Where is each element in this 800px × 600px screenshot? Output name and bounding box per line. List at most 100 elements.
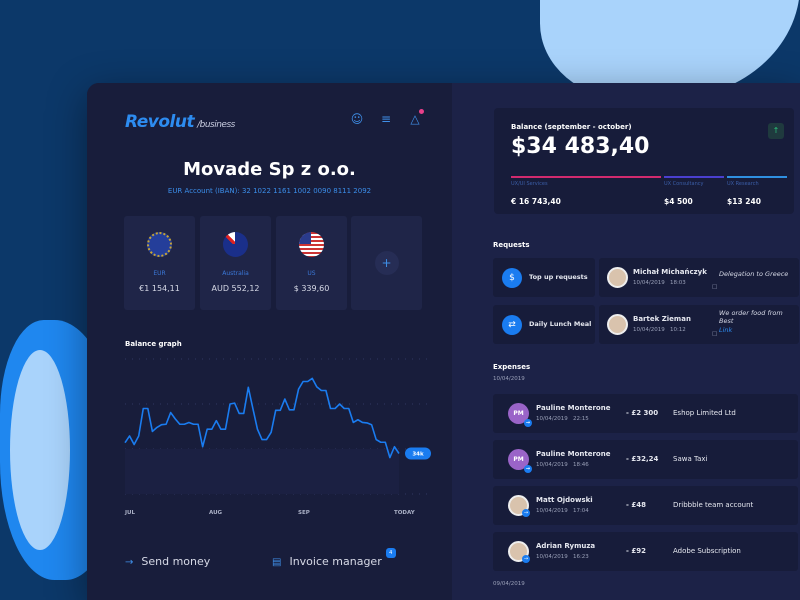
avatar: [607, 314, 628, 335]
decor-blob: [10, 350, 70, 550]
balance-amount: $34 483,40: [511, 134, 650, 159]
transfer-icon: →: [522, 555, 530, 563]
comment-icon: □: [712, 331, 718, 337]
requester-name: Michał Michańczyk: [633, 268, 707, 276]
currency-card-aud[interactable]: Australia AUD 552,12: [200, 216, 271, 310]
balance-line: [124, 377, 400, 459]
expense-datetime: 10/04/2019 16:23: [536, 554, 589, 560]
expense-amount: - £92: [626, 547, 646, 555]
expense-row[interactable]: → Matt Ojdowski 10/04/2019 17:04 - £48 D…: [493, 486, 798, 525]
expense-amount: - £2 300: [626, 409, 659, 417]
transfer-icon: →: [524, 465, 532, 473]
transfer-icon: →: [524, 419, 532, 427]
comment-icon: □: [712, 284, 718, 290]
transfer-icon: ⇄: [502, 315, 522, 335]
invoice-icon: ▤: [272, 557, 282, 568]
segment-value: $13 240: [727, 197, 761, 206]
trend-up-icon[interactable]: ↑: [768, 123, 784, 139]
currency-amount: €1 154,11: [139, 284, 180, 293]
company-name: Movade Sp z o.o.: [183, 159, 356, 180]
balance-chart: 34k: [124, 358, 431, 495]
expense-name: Pauline Monterone: [536, 450, 611, 458]
balance-card: Balance (september - october) $34 483,40…: [494, 108, 794, 214]
expense-datetime: 10/04/2019 17:04: [536, 508, 589, 514]
segment-value: € 16 743,40: [511, 197, 561, 206]
request-type-card[interactable]: ⇄ Daily Lunch Meal: [493, 305, 595, 344]
currency-label: US: [307, 270, 316, 277]
request-datetime: 10/04/2019 10:12: [633, 327, 686, 333]
notification-dot: [419, 109, 424, 114]
eu-flag-icon: [147, 232, 172, 257]
expense-row[interactable]: PM → Pauline Monterone 10/04/2019 18:46 -…: [493, 440, 798, 479]
segment-bar: [664, 176, 724, 178]
balance-title: Balance (september - october): [511, 123, 632, 131]
expense-name: Pauline Monterone: [536, 404, 611, 412]
expense-name: Adrian Rymuza: [536, 542, 596, 550]
expenses-title: Expenses: [493, 363, 531, 371]
request-note: Delegation to Greece: [719, 270, 789, 278]
currency-card-usd[interactable]: US $ 339,60: [276, 216, 347, 310]
request-type-card[interactable]: $ Top up requests: [493, 258, 595, 297]
expense-merchant: Adobe Subscription: [673, 547, 741, 555]
requester-name: Bartek Zieman: [633, 315, 691, 323]
logo: Revolut/business: [125, 112, 235, 132]
request-link[interactable]: Link: [719, 326, 733, 334]
currency-card-eur[interactable]: EUR €1 154,11: [124, 216, 195, 310]
bell-icon[interactable]: △: [408, 109, 424, 126]
x-tick-label: SEP: [298, 510, 310, 516]
segment-label: UX Research: [727, 181, 759, 187]
user-icon[interactable]: ☺: [350, 112, 364, 126]
expense-datetime: 10/04/2019 18:46: [536, 462, 589, 468]
currency-label: EUR: [153, 270, 166, 277]
segment-bar: [511, 176, 661, 178]
currency-amount: $ 339,60: [293, 284, 330, 293]
menu-icon[interactable]: ≡: [380, 112, 392, 126]
us-flag-icon: [299, 232, 324, 257]
request-note: We order food from Best: [719, 309, 783, 325]
avatar: [607, 267, 628, 288]
invoice-count-badge: 4: [385, 548, 396, 558]
graph-title: Balance graph: [125, 340, 182, 348]
request-item[interactable]: Michał Michańczyk 10/04/2019 18:03 □ Del…: [599, 258, 799, 297]
au-flag-icon: [223, 232, 248, 257]
currency-label: Australia: [222, 270, 249, 277]
invoice-label: Invoice manager: [289, 555, 382, 568]
iban: EUR Account (IBAN): 32 1022 1161 1002 00…: [167, 187, 372, 195]
avatar: PM →: [508, 449, 532, 473]
request-item[interactable]: Bartek Zieman 10/04/2019 10:12 □ We orde…: [599, 305, 799, 344]
current-value-label: 34k: [412, 452, 424, 458]
avatar: →: [508, 541, 530, 563]
expense-merchant: Sawa Taxi: [673, 455, 708, 463]
arrow-right-icon: →: [125, 557, 134, 568]
invoice-manager-button[interactable]: ▤ Invoice manager 4: [272, 548, 396, 568]
send-money-button[interactable]: → Send money: [125, 555, 210, 568]
segment-label: UX Consultancy: [664, 181, 704, 187]
request-datetime: 10/04/2019 18:03: [633, 280, 686, 286]
expense-name: Matt Ojdowski: [536, 496, 593, 504]
segment-label: UX/UI Services: [511, 181, 548, 187]
expense-row[interactable]: → Adrian Rymuza 10/04/2019 16:23 - £92 A…: [493, 532, 798, 571]
x-tick-label: AUG: [209, 510, 223, 516]
requests-title: Requests: [493, 241, 530, 249]
right-panel: Balance (september - october) $34 483,40…: [452, 83, 800, 600]
currency-amount: AUD 552,12: [211, 284, 260, 293]
request-type: Top up requests: [529, 273, 588, 281]
expense-merchant: Dribbble team account: [673, 501, 754, 509]
add-currency-button[interactable]: +: [351, 216, 422, 310]
expense-merchant: Eshop Limited Ltd: [673, 409, 736, 417]
expenses-date: 09/04/2019: [493, 581, 525, 587]
avatar: →: [508, 495, 530, 517]
expense-row[interactable]: PM → Pauline Monterone 10/04/2019 22:15 -…: [493, 394, 798, 433]
segment-bar: [727, 176, 787, 178]
current-value-tag: [405, 447, 431, 460]
transfer-icon: →: [522, 509, 530, 517]
expense-amount: - £32,24: [626, 455, 659, 463]
avatar: PM →: [508, 403, 532, 427]
x-tick-label: JUL: [125, 510, 136, 516]
request-type: Daily Lunch Meal: [529, 320, 592, 328]
expense-datetime: 10/04/2019 22:15: [536, 416, 589, 422]
chart-shade: [125, 449, 399, 494]
segment-value: $4 500: [664, 197, 693, 206]
app-window: Revolut/business ☺ ≡ △ Movade Sp z o.o. …: [87, 83, 800, 600]
expense-amount: - £48: [626, 501, 646, 509]
